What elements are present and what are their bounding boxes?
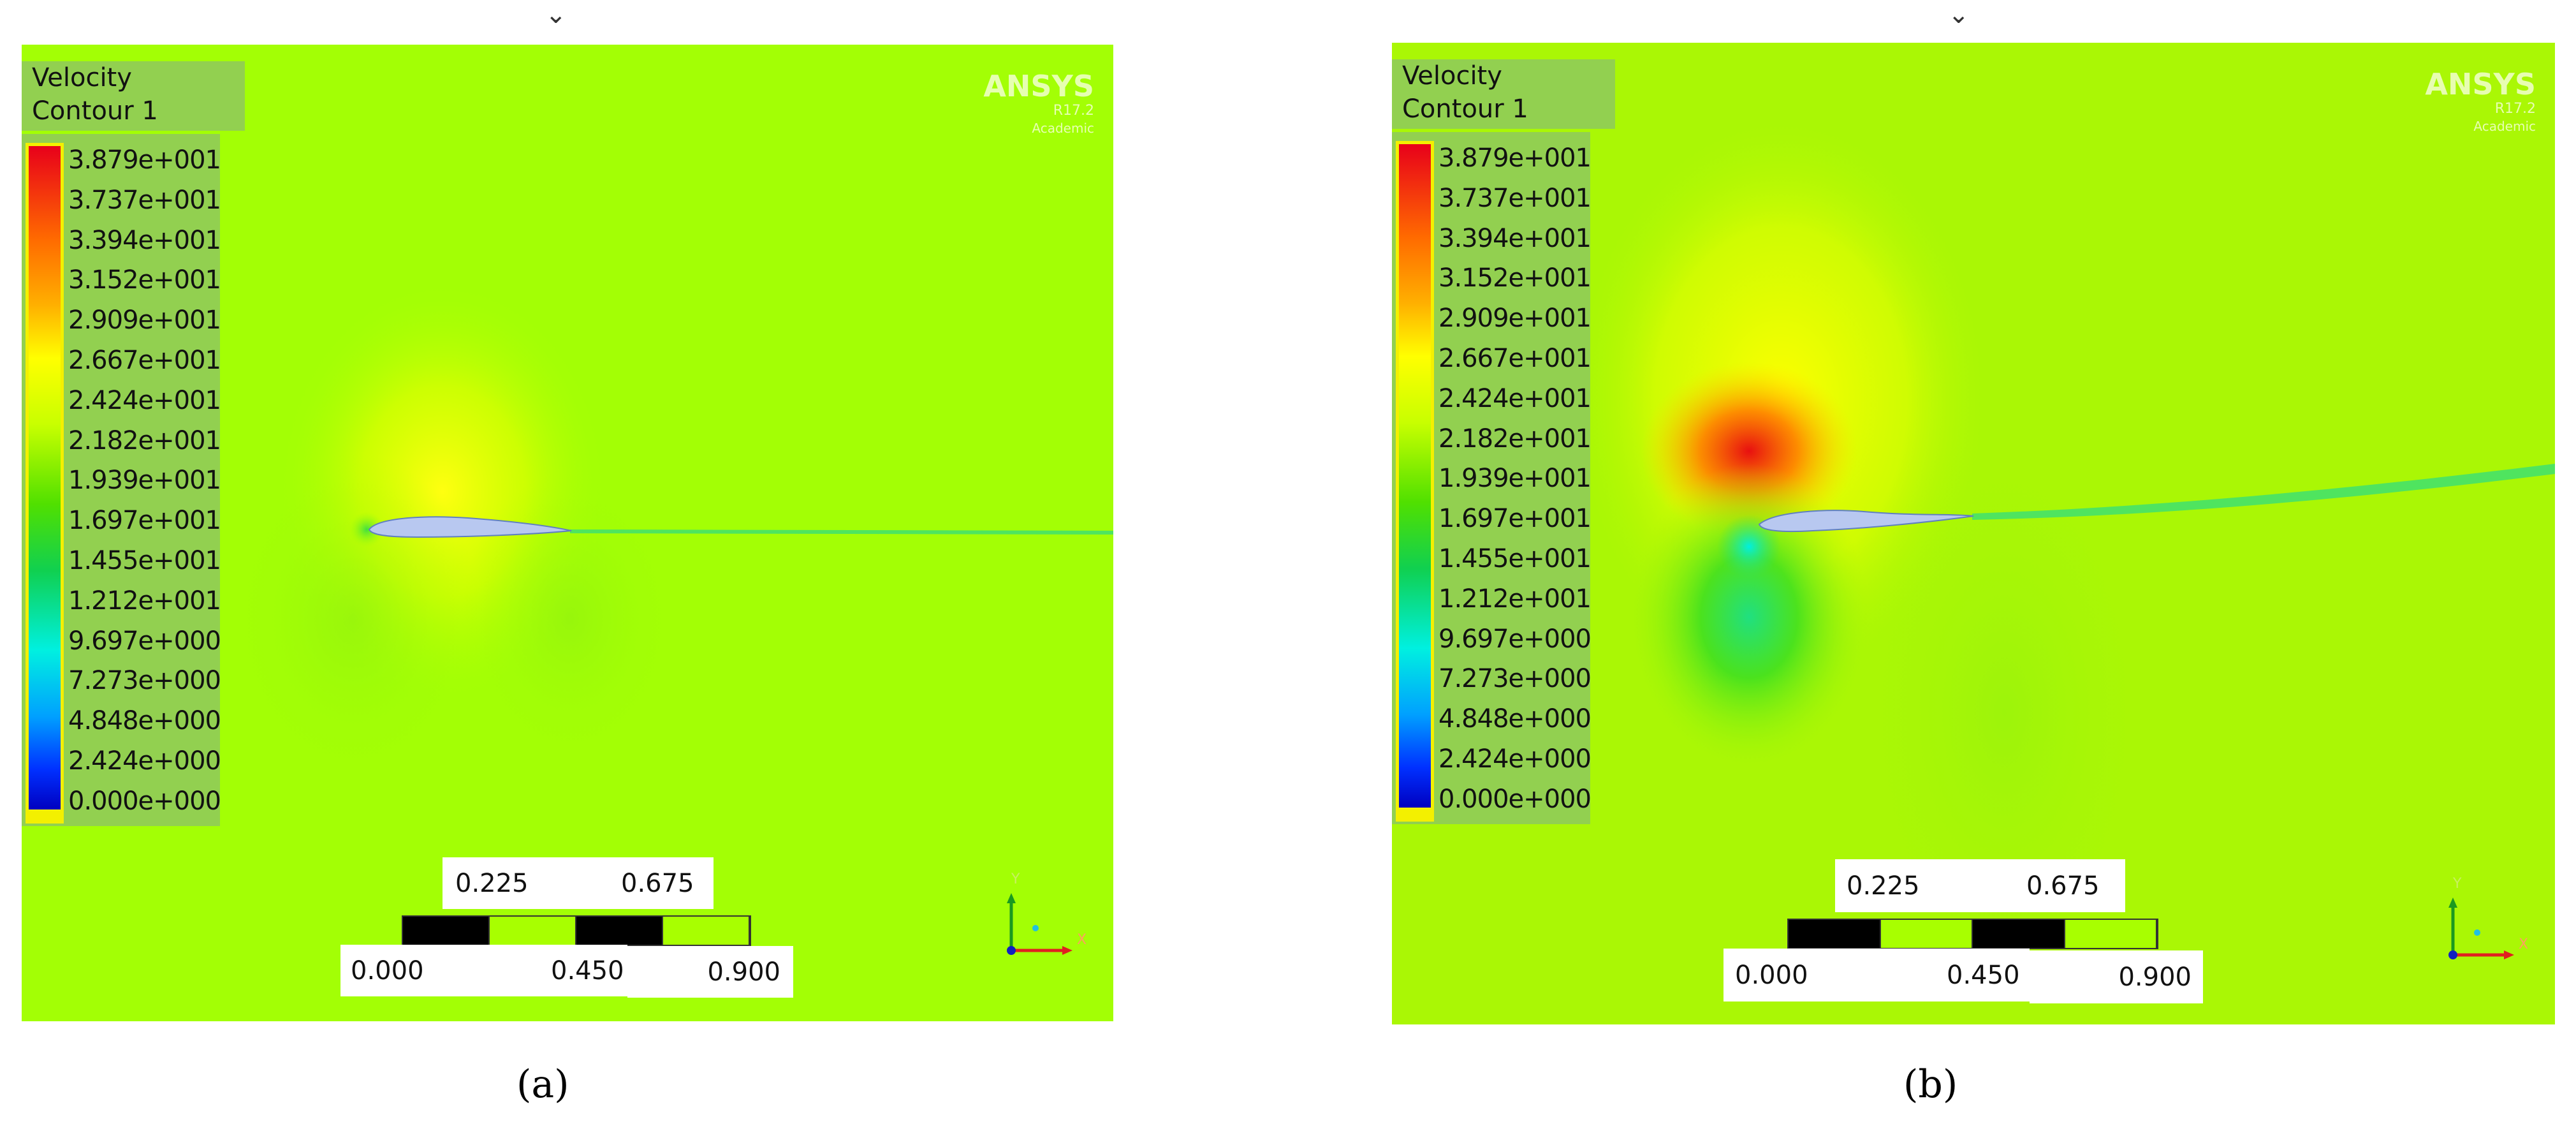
- scale-labels-top: 0.225 0.675: [1835, 859, 2125, 912]
- colorbar-label: 3.394e+001: [68, 225, 221, 255]
- colorbar-label: 1.939e+001: [1438, 464, 1592, 494]
- scale-labels-bottom: 0.000 0.450: [340, 945, 627, 996]
- colorbar-label: 2.424e+001: [68, 385, 221, 415]
- legend-title-line2: Contour 1: [1402, 94, 1528, 124]
- y-axis-label: Y: [2452, 876, 2462, 892]
- legend-title-line1: Velocity: [1402, 61, 1502, 91]
- low-velocity-region: [462, 472, 678, 765]
- colorbar: 3.879e+001 3.737e+001 3.394e+001 3.152e+001…: [1392, 132, 1592, 824]
- scale-label-end-box: 0.900: [2030, 950, 2203, 1003]
- colorbar-label: 7.273e+000: [1438, 664, 1592, 694]
- ansys-version: R17.2: [2494, 101, 2536, 117]
- colorbar-label: 1.455e+001: [1438, 544, 1592, 573]
- colorbar-label: 1.697e+001: [1438, 504, 1592, 534]
- axis-triad: Y X: [1007, 871, 1087, 955]
- y-axis-label: Y: [1011, 871, 1020, 887]
- colorbar-label: 2.909e+001: [1438, 304, 1592, 334]
- colorbar-gradient: [1396, 141, 1434, 822]
- scale-label: 0.675: [2026, 871, 2100, 901]
- wake: [1972, 464, 2555, 520]
- colorbar: 3.879e+001 3.737e+001 3.394e+001 3.152e+001…: [22, 134, 221, 826]
- scale-label: 0.675: [621, 868, 694, 898]
- colorbar-label: 2.909e+001: [68, 306, 221, 336]
- caption-b: (b): [1903, 1062, 1958, 1107]
- colorbar-label: 3.737e+001: [68, 185, 221, 215]
- contour-panel-b: Velocity Contour 1 3.879e+001 3.737e+001 3…: [1392, 43, 2555, 1024]
- colorbar-label: 0.000e+000: [1438, 784, 1592, 814]
- colorbar-label: 2.424e+000: [1438, 744, 1592, 774]
- x-axis-label: X: [2519, 936, 2528, 952]
- legend-title-line2: Contour 1: [32, 96, 158, 126]
- colorbar-label: 1.455e+001: [68, 546, 221, 575]
- scale-label: 0.225: [455, 868, 529, 898]
- colorbar-label: 3.879e+001: [1438, 144, 1592, 173]
- stagnation-point: [349, 512, 384, 547]
- legend-title-line1: Velocity: [32, 63, 132, 92]
- colorbar-label: 9.697e+000: [68, 626, 221, 656]
- low-velocity-region: [226, 453, 481, 785]
- colorbar-label: 3.152e+001: [1438, 263, 1592, 293]
- airfoil: [368, 516, 572, 538]
- scale-label: 0.450: [551, 956, 624, 986]
- caption-a: (a): [516, 1062, 569, 1107]
- colorbar-label: 1.212e+001: [68, 586, 221, 616]
- airfoil: [1758, 510, 1974, 533]
- top-tick-mark: ⌄: [1948, 0, 1970, 29]
- colorbar-label: 7.273e+000: [68, 666, 221, 696]
- ansys-watermark: ANSYS R17.2 Academic: [2425, 68, 2536, 135]
- top-tick-mark: ⌄: [545, 0, 567, 29]
- ansys-watermark: ANSYS R17.2 Academic: [983, 70, 1094, 137]
- colorbar-label: 1.939e+001: [68, 466, 221, 496]
- wake: [570, 529, 1113, 535]
- velocity-field: [1570, 113, 2555, 1000]
- scale-label: 0.000: [1735, 960, 1808, 990]
- scale-labels-top: 0.225 0.675: [443, 857, 714, 909]
- contour-panel-a: Velocity Contour 1 3.879e+001 3.737e+001 3…: [22, 45, 1113, 1021]
- colorbar-gradient: [26, 143, 64, 824]
- scale-bar: [1787, 919, 2158, 949]
- scale-label-end-box: 0.900: [627, 946, 793, 998]
- scale-label: 0.450: [1947, 960, 2020, 990]
- colorbar-label: 3.152e+001: [68, 265, 221, 295]
- colorbar-label: 2.182e+001: [1438, 424, 1592, 454]
- ansys-brand: ANSYS: [983, 69, 1094, 103]
- colorbar-label: 3.737e+001: [1438, 183, 1592, 213]
- ansys-version: R17.2: [1053, 103, 1094, 119]
- legend-title: Velocity Contour 1: [1392, 59, 1615, 129]
- colorbar-label: 9.697e+000: [1438, 624, 1592, 654]
- colorbar-label: 3.879e+001: [68, 145, 221, 175]
- colorbar-label: 4.848e+000: [68, 706, 221, 736]
- scale-label: 0.900: [707, 957, 780, 987]
- low-velocity-region: [1851, 425, 2157, 1000]
- scale-bar: [402, 915, 751, 946]
- scale-labels-bottom: 0.000 0.450: [1723, 949, 2030, 1001]
- ansys-edition: Academic: [1032, 121, 1094, 136]
- low-velocity-region: [1628, 464, 1870, 770]
- colorbar-label: 1.212e+001: [1438, 584, 1592, 614]
- ansys-edition: Academic: [2473, 119, 2536, 134]
- colorbar-label: 2.182e+001: [68, 425, 221, 455]
- colorbar-label: 2.424e+000: [68, 746, 221, 776]
- colorbar-label: 2.667e+001: [68, 346, 221, 375]
- colorbar-label: 1.697e+001: [68, 506, 221, 536]
- legend-title: Velocity Contour 1: [22, 61, 245, 131]
- colorbar-label: 0.000e+000: [68, 786, 221, 816]
- axis-triad: Y X: [2448, 876, 2528, 959]
- x-axis-label: X: [1077, 932, 1087, 948]
- scale-label: 0.225: [1847, 871, 1920, 901]
- ansys-brand: ANSYS: [2425, 67, 2536, 101]
- colorbar-label: 3.394e+001: [1438, 223, 1592, 253]
- velocity-field: [226, 281, 1113, 785]
- colorbar-label: 4.848e+000: [1438, 704, 1592, 734]
- colorbar-label: 2.667e+001: [1438, 344, 1592, 373]
- scale-label: 0.000: [351, 956, 424, 986]
- colorbar-label: 2.424e+001: [1438, 383, 1592, 413]
- scale-label: 0.900: [2118, 962, 2192, 992]
- stagnation-point: [1717, 515, 1781, 579]
